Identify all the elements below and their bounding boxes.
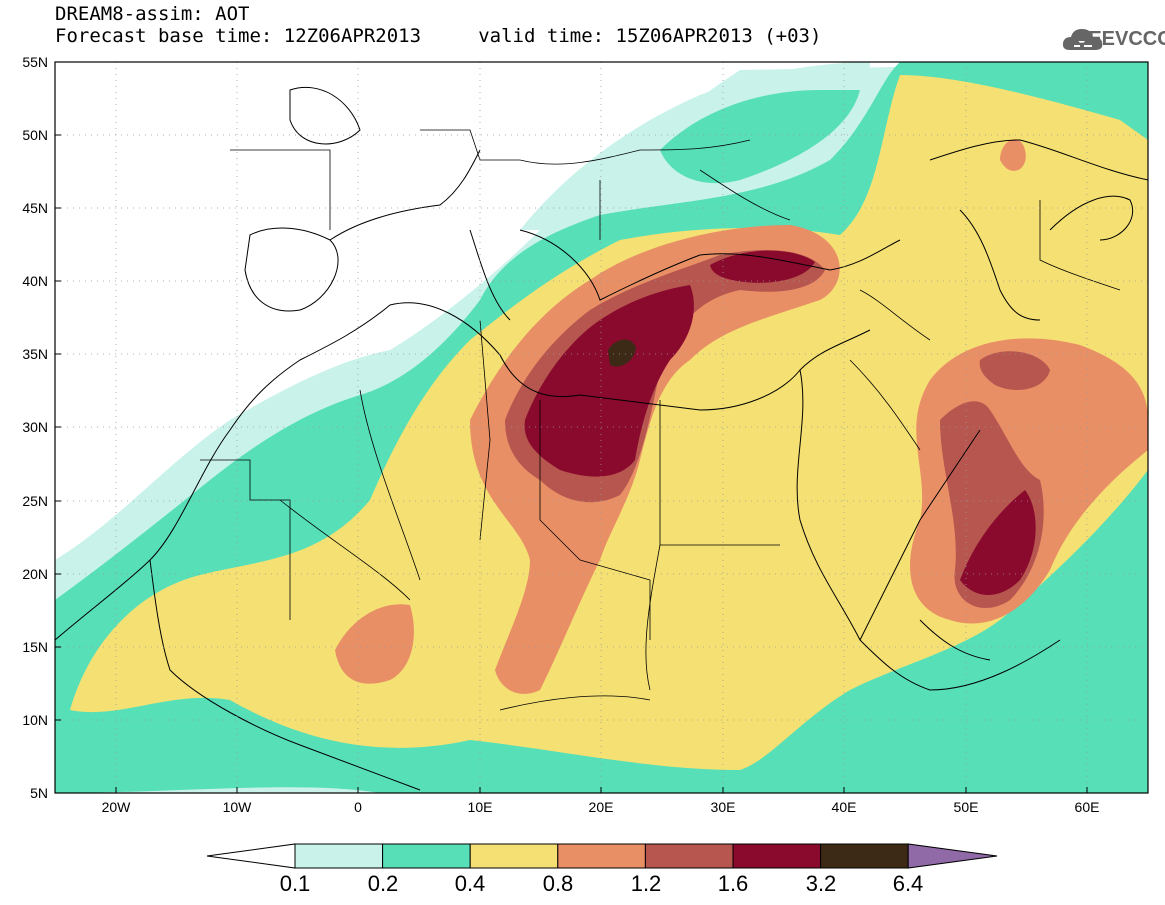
colorbar-label: 0.2: [368, 871, 399, 896]
colorbar-label: 6.4: [893, 871, 924, 896]
colorbar-label: 1.6: [718, 871, 749, 896]
lat-label: 40N: [22, 273, 48, 289]
forecast-time-line: Forecast base time: 12Z06APR2013 valid t…: [55, 25, 822, 47]
colorbar-label: 0.8: [543, 871, 574, 896]
lon-label: 10W: [223, 799, 253, 815]
colorbar-label: 0.4: [455, 871, 486, 896]
colorbar-labels: 0.1 0.2 0.4 0.8 1.2 1.6 3.2 6.4: [280, 871, 924, 896]
lon-label: 30E: [711, 799, 736, 815]
lat-label: 5N: [30, 785, 48, 801]
lat-label: 25N: [22, 493, 48, 509]
lat-labels: 55N 50N 45N 40N 35N 30N 25N 20N 15N 10N …: [22, 54, 48, 801]
colorbar-label: 3.2: [806, 871, 837, 896]
aot-band-1.6: [710, 250, 815, 283]
lon-labels: 20W 10W 0 10E 20E 30E 40E 50E 60E: [102, 799, 1100, 815]
lon-label: 60E: [1075, 799, 1100, 815]
axis-ticks: [55, 61, 1088, 794]
map-title: DREAM8-assim: AOT: [55, 3, 250, 25]
aot-band-1.6: [524, 285, 694, 477]
colorbar-segment: [382, 843, 471, 869]
aot-band-0.2: [660, 90, 860, 184]
lat-label: 35N: [22, 346, 48, 362]
gridlines: [55, 62, 1148, 793]
lat-label: 55N: [22, 54, 48, 70]
lat-label: 20N: [22, 566, 48, 582]
colorbar-segment-low: [206, 843, 296, 869]
colorbar-segment: [557, 843, 646, 869]
colorbar-segment: [469, 843, 559, 869]
colorbar-segment: [294, 843, 384, 869]
aot-band-1.6: [960, 490, 1036, 595]
lat-label: 10N: [22, 712, 48, 728]
aot-band-0.8: [335, 604, 414, 684]
aot-field: [55, 62, 1148, 793]
lon-label: 10E: [468, 799, 493, 815]
colorbar-segment: [820, 843, 909, 869]
aot-band-0.8: [1000, 139, 1026, 171]
colorbar-label: 0.1: [280, 871, 311, 896]
colorbar-segment: [644, 843, 734, 869]
aot-band-3.2: [608, 339, 636, 367]
colorbar-label: 1.2: [631, 871, 662, 896]
lat-label: 15N: [22, 639, 48, 655]
colorbar: [206, 843, 998, 869]
lat-label: 30N: [22, 419, 48, 435]
cloud-icon: [1062, 29, 1103, 50]
lon-label: 20E: [589, 799, 614, 815]
colorbar-segment: [732, 843, 822, 869]
country-borders: [200, 129, 1121, 711]
brand-logo: SEEVCCC: [1075, 28, 1165, 50]
lat-label: 50N: [22, 127, 48, 143]
aot-band-1.2: [979, 351, 1050, 390]
lon-label: 40E: [832, 799, 857, 815]
lat-label: 45N: [22, 200, 48, 216]
colorbar-segment-high: [907, 843, 998, 869]
lon-label: 50E: [954, 799, 979, 815]
lon-label: 20W: [102, 799, 132, 815]
lon-label: 0: [354, 799, 362, 815]
